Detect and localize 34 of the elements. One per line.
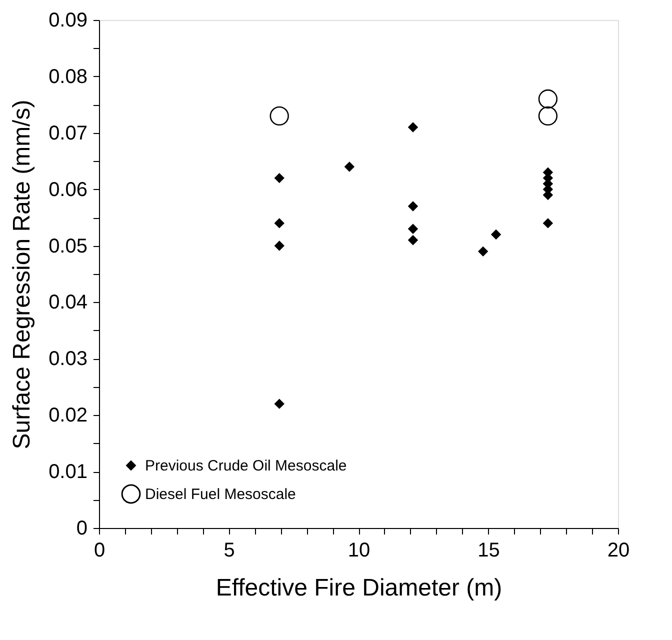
point bbox=[274, 240, 284, 251]
point bbox=[408, 224, 418, 234]
point bbox=[344, 162, 354, 172]
point bbox=[408, 235, 418, 245]
point bbox=[543, 218, 553, 228]
point bbox=[274, 173, 284, 183]
x-tick-label: 0 bbox=[94, 540, 106, 562]
point bbox=[408, 201, 418, 212]
y-tick-label: 0.08 bbox=[48, 66, 88, 88]
point bbox=[478, 246, 488, 256]
legend-label: Diesel Fuel Mesoscale bbox=[145, 486, 296, 503]
y-tick-label: 0.06 bbox=[48, 178, 88, 201]
y-tick-label: 0.02 bbox=[48, 404, 88, 427]
x-tick-label: 5 bbox=[224, 540, 235, 562]
point bbox=[274, 398, 284, 409]
y-tick-label: 0.07 bbox=[48, 122, 88, 144]
x-axis-title: Effective Fire Diameter (m) bbox=[216, 574, 502, 602]
point bbox=[538, 106, 558, 126]
x-tick-label: 15 bbox=[478, 540, 500, 562]
y-axis-title: Surface Regression Rate (mm/s) bbox=[8, 100, 36, 450]
x-tick-label: 20 bbox=[607, 540, 630, 562]
y-tick-label: 0.03 bbox=[48, 348, 88, 370]
y-tick-label: 0 bbox=[76, 518, 88, 540]
y-tick-label: 0.01 bbox=[48, 461, 88, 484]
point bbox=[274, 218, 284, 228]
x-tick-label: 10 bbox=[348, 540, 370, 562]
point bbox=[270, 106, 289, 126]
point bbox=[408, 122, 418, 132]
y-tick-label: 0.04 bbox=[48, 292, 88, 314]
point bbox=[538, 89, 558, 109]
legend-label: Previous Crude Oil Mesoscale bbox=[145, 458, 347, 474]
y-tick-label: 0.05 bbox=[48, 235, 88, 258]
point bbox=[491, 230, 501, 240]
y-tick-label: 0.09 bbox=[48, 10, 88, 32]
